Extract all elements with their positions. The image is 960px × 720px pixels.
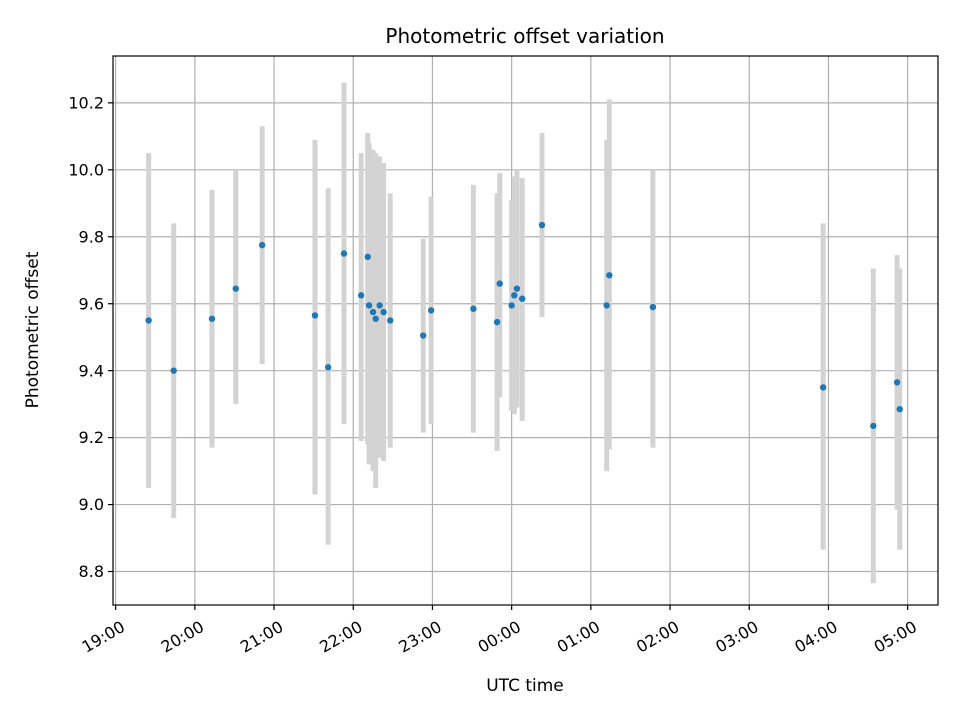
data-point	[538, 221, 546, 229]
data-point	[603, 302, 610, 309]
y-tick-label: 9.8	[79, 227, 104, 246]
data-point	[427, 307, 435, 314]
x-tick-label: 05:00	[871, 617, 920, 657]
x-axis-label: UTC time	[486, 676, 564, 696]
y-tick-label: 10.0	[68, 160, 104, 179]
x-tick-label: 21:00	[237, 617, 286, 657]
x-tick-label: 22:00	[316, 617, 365, 657]
y-tick-label: 9.6	[79, 294, 104, 313]
y-axis-label: Photometric offset	[23, 251, 43, 408]
y-tick-label: 8.8	[79, 562, 104, 581]
data-point	[606, 272, 613, 279]
data-point	[870, 422, 877, 430]
x-tick-label: 03:00	[712, 617, 761, 657]
x-tick-label: 02:00	[633, 617, 682, 657]
data-point	[508, 302, 515, 309]
y-tick-label: 10.2	[68, 93, 104, 112]
data-point	[496, 280, 503, 287]
x-tick-label: 19:00	[79, 617, 128, 657]
data-point	[372, 315, 379, 322]
point-layer	[145, 221, 903, 430]
data-point	[519, 295, 526, 302]
x-tick-label: 20:00	[158, 617, 207, 657]
data-point	[420, 332, 427, 339]
tick-layer: 19:00 20:00 21:00 22:00 23:00 00:00 01:00 02:00…	[68, 93, 920, 656]
data-point	[208, 315, 216, 322]
y-tick-label: 9.0	[79, 495, 104, 514]
data-point	[357, 292, 365, 299]
chart-title: Photometric offset variation	[385, 24, 664, 48]
data-point	[511, 292, 518, 299]
data-point	[232, 285, 239, 292]
grid-layer	[113, 56, 938, 605]
data-point	[380, 308, 387, 316]
data-point	[513, 285, 521, 292]
y-tick-label: 9.2	[79, 428, 104, 447]
data-point	[258, 241, 266, 249]
data-point	[324, 364, 332, 371]
x-tick-label: 23:00	[395, 617, 444, 657]
data-point	[311, 312, 319, 319]
x-tick-label: 00:00	[475, 617, 524, 657]
x-tick-label: 01:00	[554, 617, 603, 657]
data-point	[376, 302, 383, 309]
data-point	[893, 379, 901, 386]
data-point	[819, 384, 827, 391]
data-point	[369, 308, 377, 316]
data-point	[649, 303, 657, 311]
data-point	[493, 318, 501, 326]
plot-frame	[112, 55, 939, 606]
y-tick-label: 9.4	[79, 361, 104, 380]
data-point	[145, 317, 152, 324]
data-point	[170, 367, 177, 374]
data-point	[387, 317, 394, 324]
x-tick-label: 04:00	[791, 617, 840, 657]
data-point	[896, 405, 903, 413]
errorbar-layer	[146, 82, 903, 584]
data-point	[365, 302, 373, 309]
data-point	[340, 250, 348, 257]
data-point	[364, 253, 371, 261]
data-point	[470, 305, 477, 312]
